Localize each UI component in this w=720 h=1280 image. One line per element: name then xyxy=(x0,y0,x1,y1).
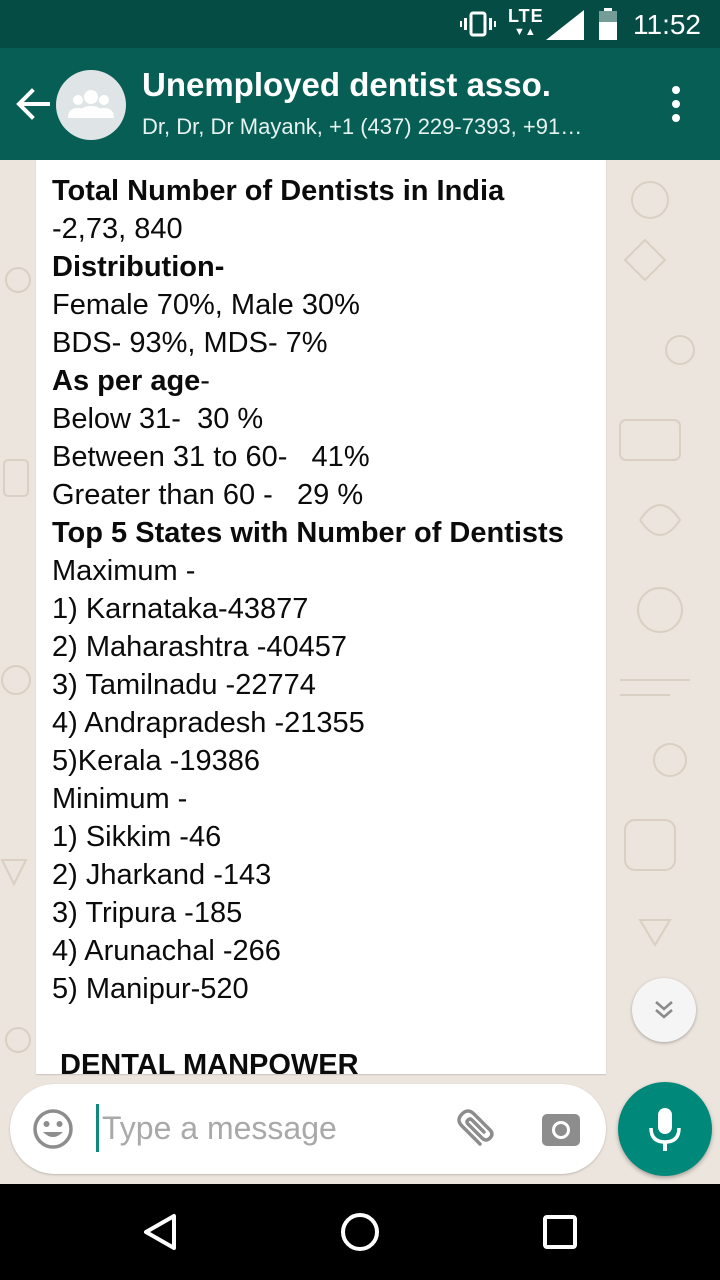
message-line-text: Greater than 60 - 29 % xyxy=(52,479,364,511)
message-line: 1) Sikkim -46 xyxy=(52,818,597,856)
message-line-text: Between 31 to 60- 41% xyxy=(52,441,370,473)
arrow-back-icon[interactable] xyxy=(14,86,50,122)
message-line: Distribution- xyxy=(52,248,597,286)
battery-icon xyxy=(599,8,617,40)
network-type: LTE xyxy=(508,6,544,26)
more-vert-icon[interactable] xyxy=(664,84,688,124)
message-line: -2,73, 840 xyxy=(52,210,597,248)
chat-title[interactable]: Unemployed dentist asso. xyxy=(142,66,551,103)
message-line: Greater than 60 - 29 % xyxy=(52,476,597,514)
scroll-down-button[interactable] xyxy=(632,978,696,1042)
nav-recents-icon[interactable] xyxy=(542,1214,578,1250)
voice-message-button[interactable] xyxy=(618,1082,712,1176)
message-line-text: 5)Kerala -19386 xyxy=(52,745,260,777)
message-line-text: Below 31- 30 % xyxy=(52,403,264,435)
message-bubble[interactable]: Total Number of Dentists in India -2,73, … xyxy=(36,160,606,1074)
message-line-text: 3) Tamilnadu -22774 xyxy=(52,669,316,701)
message-text: Total Number of Dentists in India -2,73, … xyxy=(52,172,597,1074)
double-chevron-down-icon xyxy=(655,1001,673,1019)
message-line: Maximum - xyxy=(52,552,597,590)
mic-icon xyxy=(649,1108,681,1151)
text-cursor xyxy=(96,1104,99,1152)
nav-home-icon[interactable] xyxy=(338,1210,382,1254)
message-line-text: 1) Karnataka-43877 xyxy=(52,593,309,625)
message-line-text: 5) Manipur-520 xyxy=(52,973,249,1005)
emoji-icon[interactable] xyxy=(32,1108,74,1150)
message-line-text: 4) Andrapradesh -21355 xyxy=(52,707,365,739)
message-composer xyxy=(10,1084,606,1174)
message-line: 4) Arunachal -266 xyxy=(52,932,597,970)
message-line-text: BDS- 93%, MDS- 7% xyxy=(52,327,328,359)
message-line: 1) Karnataka-43877 xyxy=(52,590,597,628)
chat-participants[interactable]: Dr, Dr, Dr Mayank, +1 (437) 229-7393, +9… xyxy=(142,114,583,139)
message-line: As per age- xyxy=(52,362,597,400)
chat-area[interactable]: Total Number of Dentists in India -2,73, … xyxy=(0,160,720,1184)
message-line: 3) Tamilnadu -22774 xyxy=(52,666,597,704)
message-line: BDS- 93%, MDS- 7% xyxy=(52,324,597,362)
message-line-suffix: - xyxy=(200,365,210,397)
message-line-text: -2,73, 840 xyxy=(52,213,183,245)
message-line: 4) Andrapradesh -21355 xyxy=(52,704,597,742)
status-clock: 11:52 xyxy=(633,9,701,40)
chat-header: Unemployed dentist asso. Dr, Dr, Dr Maya… xyxy=(0,48,720,160)
message-line-text: Distribution- xyxy=(52,251,225,283)
message-line-text: 2) Maharashtra -40457 xyxy=(52,631,347,663)
message-line: 5) Manipur-520 xyxy=(52,970,597,1008)
message-line: 3) Tripura -185 xyxy=(52,894,597,932)
section-heading: DENTAL MANPOWER xyxy=(52,1046,597,1074)
message-line: Top 5 States with Number of Dentists xyxy=(52,514,597,552)
signal-icon xyxy=(546,10,584,40)
message-line: Between 31 to 60- 41% xyxy=(52,438,597,476)
system-navigation-bar xyxy=(0,1184,720,1280)
wallpaper-doodles xyxy=(0,181,695,1053)
message-line-text: 1) Sikkim -46 xyxy=(52,821,222,853)
camera-icon[interactable] xyxy=(540,1108,582,1150)
message-line-text: Female 70%, Male 30% xyxy=(52,289,360,321)
message-line: Total Number of Dentists in India xyxy=(52,172,597,210)
data-activity-icon: ▼▲ xyxy=(514,26,536,38)
message-input[interactable] xyxy=(98,1106,418,1150)
paperclip-icon[interactable] xyxy=(450,1106,496,1152)
message-line: Minimum - xyxy=(52,780,597,818)
message-line-text: Maximum - xyxy=(52,555,196,587)
message-line-text: As per age xyxy=(52,365,201,397)
message-line-text: 2) Jharkand -143 xyxy=(52,859,272,891)
group-avatar-icon[interactable] xyxy=(56,70,126,140)
message-line: Female 70%, Male 30% xyxy=(52,286,597,324)
message-line: 5)Kerala -19386 xyxy=(52,742,597,780)
message-line-text: Total Number of Dentists in India xyxy=(52,175,505,207)
message-line: 2) Jharkand -143 xyxy=(52,856,597,894)
message-line: 2) Maharashtra -40457 xyxy=(52,628,597,666)
message-line-text: DENTAL MANPOWER xyxy=(60,1049,359,1074)
message-line-text: Top 5 States with Number of Dentists xyxy=(52,517,564,549)
nav-back-icon[interactable] xyxy=(140,1212,180,1252)
status-bar: LTE ▼▲ 11:52 xyxy=(0,0,720,48)
message-line-text: 3) Tripura -185 xyxy=(52,897,243,929)
message-line-text: Minimum - xyxy=(52,783,188,815)
message-line: Below 31- 30 % xyxy=(52,400,597,438)
vibrate-icon xyxy=(460,11,496,37)
message-line-text: 4) Arunachal -266 xyxy=(52,935,281,967)
